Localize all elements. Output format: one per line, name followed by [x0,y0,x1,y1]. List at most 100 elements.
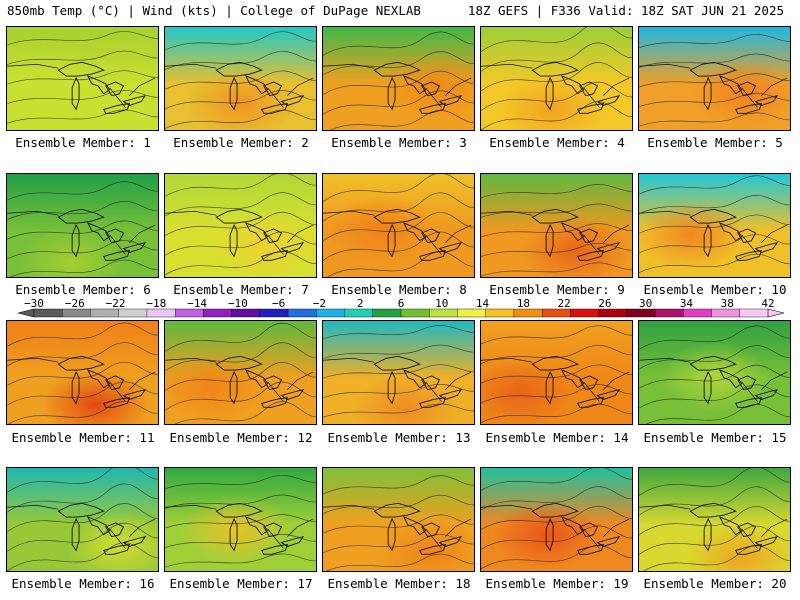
height-contour [323,403,474,418]
scale-swatch [570,308,600,318]
height-contour [481,203,632,218]
height-contour [7,468,158,494]
height-contour [481,184,632,199]
height-contour [7,201,158,221]
great-lakes-outline [689,61,779,114]
scale-swatch [174,308,204,318]
scale-tick-label: 30 [639,297,652,310]
ensemble-member-label: Ensemble Member: 10 [643,282,787,297]
height-contour [7,181,158,201]
scale-low-arrow [17,308,35,318]
ensemble-member-map [480,320,633,425]
scale-tick-label: 2 [357,297,364,310]
great-lakes-outline [531,355,621,408]
ensemble-member-label: Ensemble Member: 9 [489,282,625,297]
scale-swatch [457,308,487,318]
ensemble-member-label: Ensemble Member: 14 [485,430,629,445]
scale-tick-label: −22 [106,297,126,310]
height-contour [323,364,474,379]
chart-title: 850mb Temp (°C) | Wind (kts) | College o… [7,3,421,18]
height-contour [323,495,474,515]
ensemble-member-label: Ensemble Member: 17 [169,576,313,591]
ensemble-member-label: Ensemble Member: 11 [11,430,155,445]
height-contour [481,242,632,258]
ensemble-member-label: Ensemble Member: 3 [331,135,467,150]
height-contour [639,384,790,409]
height-contour [481,62,632,92]
warm-core [326,194,436,264]
great-lakes-outline [215,502,305,555]
great-lakes-outline [373,355,463,408]
height-contour [323,231,474,262]
height-contour [165,514,316,529]
height-contour [323,212,474,242]
height-contour [481,81,632,112]
height-contour [481,325,632,345]
great-lakes-outline [373,61,463,114]
height-contour [639,195,790,215]
height-contour [639,214,790,234]
ensemble-member-map [322,467,475,572]
scale-high-arrow [767,308,785,318]
height-contour [639,325,790,350]
height-contour [481,364,632,384]
height-contour [329,110,474,130]
ensemble-member-label: Ensemble Member: 20 [643,576,787,591]
run-valid-time: 18Z GEFS | F336 Valid: 18Z SAT JUN 21 20… [467,3,784,18]
height-contour [481,262,632,277]
great-lakes-outline [531,502,621,555]
warm-core [496,75,606,130]
height-contour [7,322,158,347]
height-contour [323,475,474,495]
scale-tick-label: 42 [761,297,774,310]
height-contour [323,384,474,399]
great-lakes-outline [689,208,779,261]
height-contour [481,545,632,570]
ensemble-member-label: Ensemble Member: 2 [173,135,309,150]
height-contour [165,90,316,110]
height-contour [639,112,790,127]
scale-swatch [287,308,317,318]
ensemble-member-map [164,320,317,425]
scale-tick-label: 34 [680,297,694,310]
scale-tick-label: −14 [187,297,207,310]
scale-swatch [598,308,628,318]
height-contour [7,240,158,260]
height-contour [7,522,158,553]
great-lakes-outline [215,61,305,114]
ensemble-member-label: Ensemble Member: 12 [169,430,313,445]
height-contour [9,259,158,277]
height-contour [165,362,316,392]
great-lakes-outline [373,208,463,261]
height-contour [165,192,316,217]
height-contour [175,401,316,424]
height-contour [639,73,790,88]
scale-tick-label: −26 [65,297,85,310]
scale-tick-label: −10 [228,297,248,310]
ensemble-member-label: Ensemble Member: 1 [15,135,151,150]
ensemble-member-map [164,26,317,131]
height-contour [165,533,316,549]
height-contour [7,50,158,65]
scale-swatch [626,308,656,318]
ensemble-member-map [480,173,633,278]
scale-swatch [429,308,458,318]
height-contour [7,70,158,85]
scale-swatch [118,308,148,318]
ensemble-member-label: Ensemble Member: 4 [489,135,625,150]
height-contour [7,381,158,406]
scale-tick-label: −2 [313,297,326,310]
height-contour [645,404,790,424]
height-contour [7,31,158,46]
height-contour [639,92,790,108]
scale-swatch [203,308,233,318]
scale-swatch [683,308,713,318]
height-contour [481,486,632,511]
height-contour [165,174,316,198]
scale-tick-label: 38 [721,297,734,310]
great-lakes-outline [215,355,305,408]
ensemble-member-map [638,320,791,425]
height-contour [323,31,474,56]
height-contour [7,483,158,513]
height-contour [639,486,790,516]
